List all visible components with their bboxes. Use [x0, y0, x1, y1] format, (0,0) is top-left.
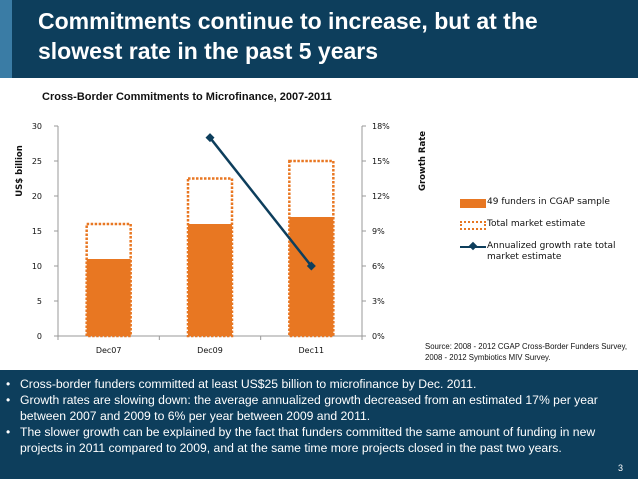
y-axis-title: US$ billion	[15, 145, 25, 197]
bullet-marker: •	[6, 377, 11, 391]
commitments-chart: 0 5 10 15 20 25 30 0% 3% 6% 9% 12% 15% 18% Dec07 Dec09 D…	[15, 122, 428, 355]
y2-tick-label: 12%	[372, 192, 390, 201]
y2-tick-label: 18%	[372, 122, 390, 131]
source-note: Source: 2008 - 2012 CGAP Cross-Border Fu…	[425, 342, 628, 362]
y-tick-label: 0	[37, 332, 42, 341]
y-tick-label: 15	[32, 227, 42, 236]
page-number: 3	[618, 463, 624, 473]
y2-tick-label: 0%	[372, 332, 385, 341]
bar-dec11	[289, 217, 334, 336]
bullet-2: Growth rates are slowing down: the avera…	[20, 393, 598, 423]
x-tick-label: Dec07	[96, 346, 122, 355]
bullet-panel: • Cross-border funders committed at leas…	[0, 370, 638, 479]
bar-dec09	[188, 224, 232, 336]
y-tick-label: 5	[37, 297, 42, 306]
bar-dec07	[86, 259, 131, 336]
growth-rate-line	[209, 136, 313, 267]
legend-swatch-bar	[460, 199, 486, 208]
y2-tick-label: 6%	[372, 262, 385, 271]
y-tick-label: 30	[32, 122, 42, 131]
legend-swatch-outline	[460, 221, 486, 230]
y2-tick-label: 3%	[372, 297, 385, 306]
y-tick-label: 25	[32, 157, 42, 166]
bullet-marker: •	[6, 425, 11, 439]
y2-tick-label: 9%	[372, 227, 385, 236]
legend-label-outline: Total market estimate	[487, 219, 586, 229]
bullet-1: Cross-border funders committed at least …	[20, 377, 477, 391]
legend-label-line: Annualized growth rate total market esti…	[487, 241, 616, 262]
title-banner: Commitments continue to increase, but at…	[0, 0, 638, 78]
chart-title: Cross-Border Commitments to Microfinance…	[42, 91, 332, 103]
banner-accent	[0, 0, 12, 78]
growth-rate-point-dec11	[306, 261, 316, 271]
legend-label-bar: 49 funders in CGAP sample	[487, 197, 610, 207]
legend-swatch-line	[460, 241, 486, 251]
slide-title: Commitments continue to increase, but at…	[38, 8, 538, 64]
growth-rate-point-dec09	[205, 133, 215, 143]
legend-diamond-marker	[468, 241, 478, 251]
y2-tick-label: 15%	[372, 157, 390, 166]
x-tick-label: Dec11	[298, 346, 324, 355]
bullet-marker: •	[6, 393, 11, 407]
bullet-3: The slower growth can be explained by th…	[20, 425, 596, 455]
y2-axis-title: Growth Rate	[418, 131, 428, 191]
y-tick-label: 10	[32, 262, 42, 271]
y-tick-label: 20	[32, 192, 42, 201]
x-tick-label: Dec09	[197, 346, 223, 355]
